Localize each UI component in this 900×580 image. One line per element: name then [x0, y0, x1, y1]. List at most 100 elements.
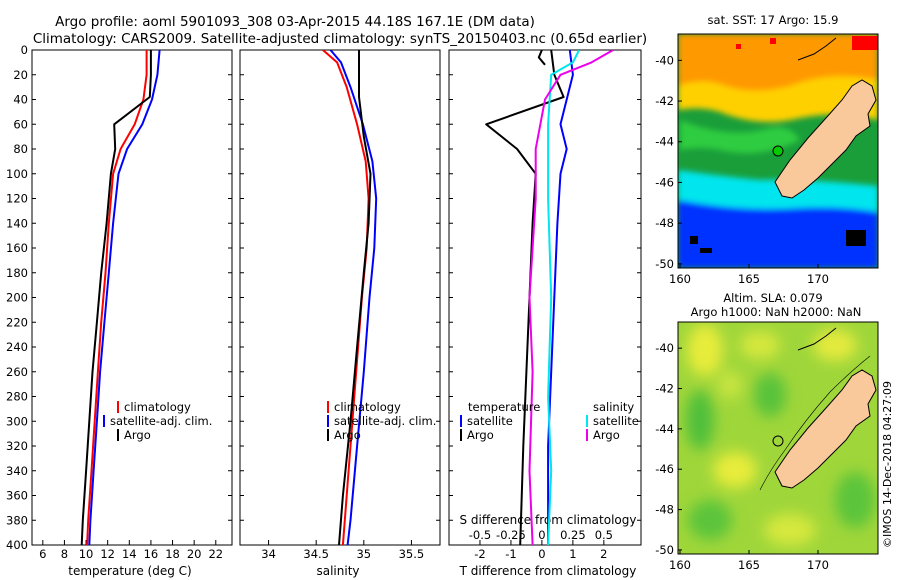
map-lat-tick-label: -44 [655, 135, 674, 149]
salinity-axis-label: salinity [316, 564, 359, 578]
x-tick-label: 1 [569, 547, 576, 561]
s-difference-axis: -0.5 -0.25 0 0.25 0.5 [469, 528, 613, 542]
series-line-argo [338, 50, 372, 545]
depth-tick-label: 240 [6, 340, 28, 354]
temperature-axis-label: temperature (deg C) [68, 564, 191, 578]
map-lon-tick-label: 160 [669, 558, 691, 572]
difference-series [485, 50, 614, 545]
x-tick-label: 8 [61, 547, 68, 561]
figure-title-line2: Climatology: CARS2009. Satellite-adjuste… [33, 31, 647, 47]
temperature-series [80, 50, 161, 545]
sst-map-field [678, 34, 878, 268]
sst-map-frame [677, 33, 879, 269]
difference-panel-frame [448, 49, 642, 546]
s-difference-tick-label: -0.25 [496, 528, 526, 542]
x-tick-label: 34 [261, 547, 276, 561]
x-tick-label: 0 [538, 547, 545, 561]
legend-title-salinity: salinity [593, 400, 634, 414]
map-lon-tick-label: 170 [807, 558, 829, 572]
depth-tick-label: 340 [6, 464, 28, 478]
legend-title-temperature: temperature [468, 400, 540, 414]
depth-tick-label: 200 [6, 291, 28, 305]
x-tick-label: 18 [165, 547, 180, 561]
legend-label-s-argo: Argo [593, 428, 620, 442]
temperature-x-axis: 6 8 10 12 14 16 18 20 22 [39, 540, 223, 561]
legend-label-climatology: climatology [124, 400, 191, 414]
map-lon-tick-label: 165 [738, 272, 760, 286]
map-lon-tick-label: 165 [738, 558, 760, 572]
depth-tick-label: 180 [6, 266, 28, 280]
depth-tick-label: 300 [6, 414, 28, 428]
map-lat-tick-label: -40 [655, 341, 674, 355]
depth-tick-label: 100 [6, 167, 28, 181]
x-tick-label: -2 [474, 547, 485, 561]
depth-tick-label: 400 [6, 538, 28, 552]
depth-tick-label: 120 [6, 192, 28, 206]
series-line-s-satellite [547, 50, 580, 545]
x-tick-label: -1 [505, 547, 516, 561]
map-lat-tick-label: -40 [655, 53, 674, 67]
legend-label-satellite-adj: satellite-adj. clim. [334, 414, 436, 428]
legend-label-argo: Argo [124, 428, 151, 442]
x-tick-label: 2 [600, 547, 607, 561]
figure-title-line1: Argo profile: aoml 5901093_308 03-Apr-20… [55, 14, 535, 30]
sst-map-title: sat. SST: 17 Argo: 15.9 [708, 13, 839, 27]
t-difference-x-axis: -2 -1 0 1 2 [474, 540, 608, 561]
s-difference-tick-label: 0.5 [595, 528, 613, 542]
series-line-satellite-adj-clim- [88, 50, 161, 545]
depth-tick-label: 220 [6, 315, 28, 329]
s-difference-tick-label: 0 [538, 528, 545, 542]
map-lat-tick-label: -42 [655, 382, 674, 396]
x-tick-label: 12 [100, 547, 115, 561]
depth-tick-label: 40 [13, 93, 28, 107]
map-lat-tick-label: -48 [655, 216, 674, 230]
depth-tick-label: 280 [6, 390, 28, 404]
temperature-legend: climatology satellite-adj. clim. Argo [103, 400, 212, 442]
x-tick-label: 10 [79, 547, 94, 561]
salinity-series [322, 50, 378, 545]
x-tick-label: 16 [144, 547, 159, 561]
x-tick-label: 35 [356, 547, 371, 561]
depth-tick-label: 0 [21, 43, 28, 57]
imos-watermark: ©IMOS 14-Dec-2018 04:27:09 [881, 381, 894, 548]
series-line-climatology [86, 50, 148, 545]
map-lat-tick-label: -48 [655, 503, 674, 517]
difference-legend: temperature satellite Argo salinity sate… [460, 400, 639, 442]
x-tick-label: 35.5 [399, 547, 425, 561]
map-lat-tick-label: -46 [655, 462, 674, 476]
series-line-s-argo-top [537, 50, 546, 66]
map-lat-tick-label: -44 [655, 422, 674, 436]
salinity-panel-frame [239, 49, 441, 546]
depth-tick-label: 380 [6, 513, 28, 527]
depth-axis: 0 20 40 60 80 100 120 140 160 180 200 220 240 260 280 3… [6, 43, 641, 552]
x-tick-label: 34.5 [303, 547, 329, 561]
legend-label-argo: Argo [334, 428, 361, 442]
legend-label-s-satellite: satellite [593, 414, 639, 428]
depth-tick-label: 20 [13, 68, 28, 82]
depth-tick-label: 260 [6, 365, 28, 379]
salinity-legend: climatology satellite-adj. clim. Argo [327, 400, 436, 442]
x-tick-label: 14 [122, 547, 137, 561]
s-difference-tick-label: 0.25 [560, 528, 586, 542]
series-line-argo [80, 50, 152, 545]
x-tick-label: 22 [208, 547, 223, 561]
sla-map-field [678, 322, 878, 554]
series-line-satellite-adj-clim- [329, 50, 378, 545]
depth-tick-label: 160 [6, 241, 28, 255]
map-lat-tick-label: -42 [655, 94, 674, 108]
legend-label-climatology: climatology [334, 400, 401, 414]
map-lat-tick-label: -46 [655, 175, 674, 189]
map-lon-tick-label: 170 [807, 272, 829, 286]
temperature-panel-frame [31, 49, 233, 546]
legend-label-t-satellite: satellite [467, 414, 513, 428]
map-lat-tick-label: -50 [655, 543, 674, 557]
map-lat-tick-label: -50 [655, 257, 674, 271]
sla-map-title-line1: Altim. SLA: 0.079 [723, 291, 822, 305]
sla-map-title-line2: Argo h1000: NaN h2000: NaN [691, 305, 862, 319]
t-difference-axis-label: T difference from climatology [459, 564, 637, 578]
depth-tick-label: 80 [13, 142, 28, 156]
sla-map-frame [677, 321, 879, 555]
